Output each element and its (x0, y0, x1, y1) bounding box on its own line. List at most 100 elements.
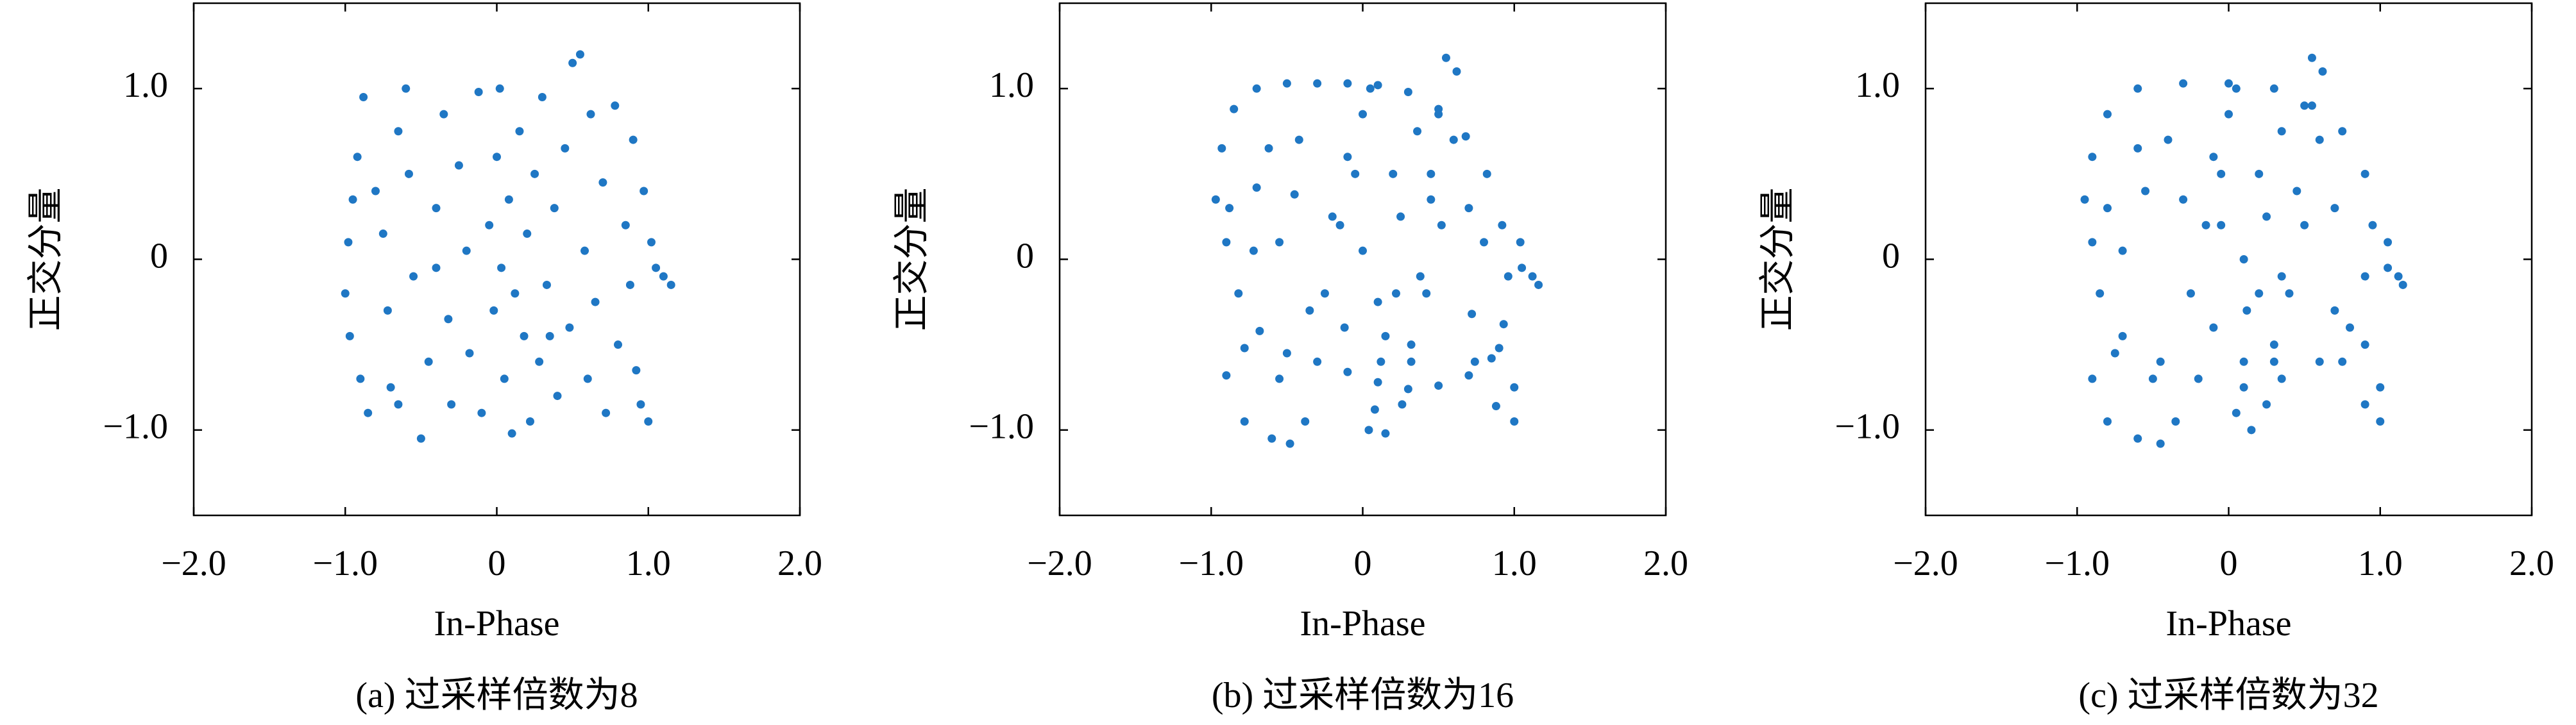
scatter-point (644, 417, 653, 426)
scatter-point (1211, 195, 1220, 204)
scatter-point (1482, 169, 1491, 178)
scatter-point (1275, 374, 1284, 383)
scatter-point (1267, 434, 1276, 443)
scatter-point (485, 221, 494, 229)
y-tick-label: −1.0 (969, 407, 1034, 447)
scatter-point (1290, 190, 1299, 199)
scatter-point (2179, 79, 2188, 88)
scatter-point (553, 392, 562, 401)
scatter-point (1373, 378, 1382, 387)
plot-frame (1058, 2, 1667, 517)
scatter-point (2133, 434, 2142, 443)
y-tick-label: 1.0 (1855, 65, 1900, 105)
scatter-point (666, 280, 675, 289)
scatter-point (1275, 238, 1284, 247)
scatter-point (2118, 331, 2127, 340)
scatter-point (2133, 84, 2142, 93)
scatter-point (378, 229, 387, 238)
scatter-point (1437, 221, 1446, 229)
scatter-point (386, 383, 395, 392)
scatter-point (1364, 426, 1373, 435)
scatter-point (1403, 385, 1412, 394)
scatter-point (542, 280, 551, 289)
scatter-point (2133, 144, 2142, 153)
scatter-point (538, 92, 547, 101)
scatter-point (1468, 310, 1477, 319)
scatter-point (2088, 238, 2097, 247)
scatter-point (1504, 272, 1513, 281)
scatter-point (1434, 381, 1443, 390)
scatter-point (2156, 439, 2165, 448)
scatter-point (2239, 357, 2248, 366)
scatter-point (2315, 135, 2324, 144)
scatter-point (474, 87, 483, 96)
chart-title: (b) 过采样倍数为16 (1212, 676, 1514, 715)
scatter-point (2118, 246, 2127, 255)
scatter-point (1373, 297, 1382, 306)
scatter-point (507, 429, 516, 438)
scatter-point (2239, 383, 2248, 392)
scatter-point (493, 153, 501, 162)
scatter-point (1464, 371, 1473, 380)
scatter-point (2242, 306, 2251, 315)
scatter-point (2292, 187, 2301, 196)
y-axis-label: 正交分量 (26, 188, 66, 331)
scatter-point (497, 263, 506, 272)
scatter-point (1301, 417, 1310, 426)
panel: −2.0 −1.0 0 1.0 2.0 −1.0 0 1.0 In-Phase 正交分量 (a) 过… (26, 2, 822, 715)
scatter-point (1294, 135, 1303, 144)
scatter-point (1230, 104, 1239, 113)
scatter-point (2376, 417, 2385, 426)
scatter-point (621, 221, 630, 229)
scatter-point (2300, 101, 2309, 110)
scatter-point (565, 323, 574, 332)
scatter-point (1255, 326, 1264, 335)
scatter-point (1252, 84, 1261, 93)
scatter-point (2269, 340, 2278, 349)
scatter-point (1464, 204, 1473, 213)
scatter-point (1398, 400, 1407, 409)
scatter-point (1389, 169, 1398, 178)
scatter-point (2360, 169, 2369, 178)
y-tick-label: −1.0 (103, 407, 168, 447)
scatter-point (1340, 323, 1349, 332)
scatter-point (2307, 101, 2316, 110)
scatter-point (1510, 417, 1519, 426)
x-tick-label: 2.0 (2509, 544, 2554, 583)
scatter-point (629, 135, 638, 144)
scatter-point (2368, 221, 2377, 229)
scatter-point (611, 101, 620, 110)
scatter-point (1461, 132, 1470, 141)
scatter-point (1359, 110, 1367, 119)
scatter-point (1518, 263, 1527, 272)
scatter-point (625, 280, 634, 289)
scatter-point (1416, 272, 1425, 281)
scatter-point (636, 400, 645, 409)
scatter-point (2110, 349, 2119, 358)
scatter-point (348, 195, 357, 204)
scatter-point (1381, 331, 1390, 340)
x-tick-label: 2.0 (1643, 544, 1688, 583)
scatter-point (1422, 289, 1431, 298)
scatter-point (1234, 289, 1243, 298)
scatter-point (2171, 417, 2180, 426)
scatter-point (1381, 429, 1390, 438)
scatter-point (1396, 212, 1405, 221)
scatter-point (2360, 340, 2369, 349)
scatter-point (1377, 357, 1385, 366)
scatter-point (525, 417, 534, 426)
scatter-point (2384, 263, 2393, 272)
scatter-point (1249, 246, 1258, 255)
scatter-point (1528, 272, 1537, 281)
scatter-point (647, 238, 656, 247)
scatter-point (1373, 81, 1382, 90)
scatter-point (511, 289, 520, 298)
scatter-point (439, 110, 448, 119)
scatter-point (447, 400, 456, 409)
scatter-point (1222, 238, 1231, 247)
y-tick-label: 1.0 (989, 65, 1034, 105)
scatter-point (2209, 323, 2218, 332)
scatter-point (2148, 374, 2157, 383)
scatter-point (583, 374, 592, 383)
scatter-point (1217, 144, 1226, 153)
